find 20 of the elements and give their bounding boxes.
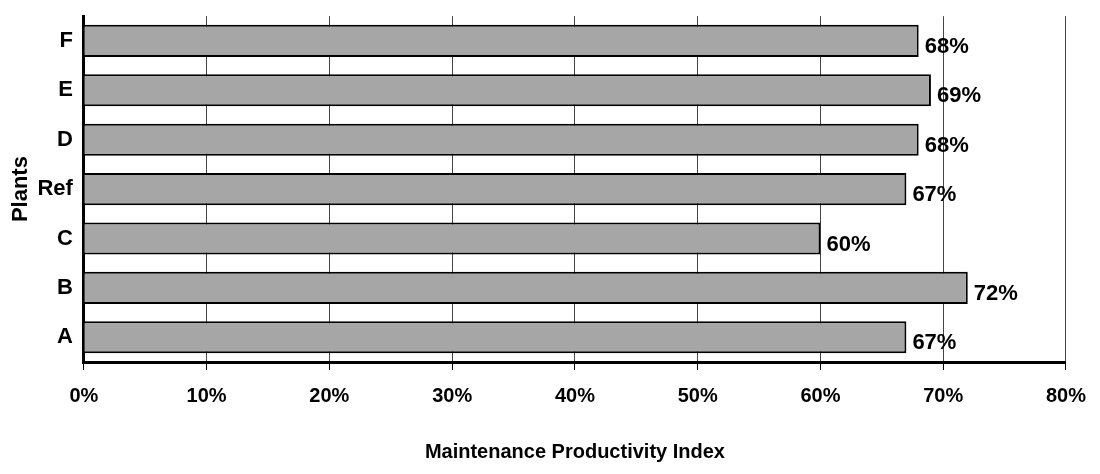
x-tick-label: 40% — [554, 383, 596, 406]
x-tick-label: 50% — [677, 383, 718, 406]
y-tick-label: D — [56, 125, 73, 151]
x-tick-label: 80% — [1045, 383, 1087, 406]
y-tick-label: A — [56, 323, 73, 349]
y-axis-title: Plants — [7, 156, 33, 223]
x-tick-label: 70% — [923, 383, 964, 406]
x-tick-label: 10% — [186, 383, 227, 406]
y-tick-label: E — [58, 76, 73, 102]
x-tick-label: 20% — [309, 383, 350, 406]
x-tick-label: 0% — [69, 383, 99, 406]
data-label: 72% — [973, 279, 1018, 305]
y-tick-label: C — [56, 224, 73, 250]
y-tick-label: B — [56, 273, 73, 299]
y-tick-label: F — [59, 26, 73, 52]
y-tick-label: Ref — [37, 175, 74, 201]
x-tick-label: 60% — [800, 383, 841, 406]
x-tick-label: 30% — [432, 383, 473, 406]
x-axis-title: Maintenance Productivity Index — [424, 439, 725, 462]
data-label: 60% — [826, 230, 871, 256]
